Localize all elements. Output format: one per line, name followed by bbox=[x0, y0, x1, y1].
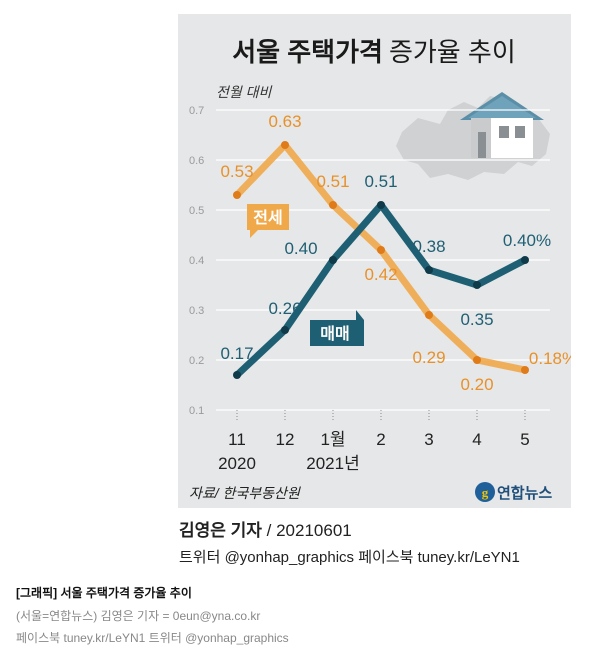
series-point bbox=[425, 311, 433, 319]
y-tick-label: 0.2 bbox=[189, 355, 204, 367]
data-label: 0.63 bbox=[268, 112, 301, 131]
legend-maemae-tag: 매매 bbox=[310, 310, 364, 346]
data-label: 0.26 bbox=[268, 299, 301, 318]
legend-jeonse-tag: 전세 bbox=[247, 204, 289, 238]
data-label: 0.20 bbox=[460, 375, 493, 394]
data-label: 0.35 bbox=[460, 310, 493, 329]
data-label: 0.40% bbox=[503, 231, 551, 250]
credit-author: 김영은 기자 bbox=[179, 521, 262, 540]
data-label: 0.38 bbox=[412, 237, 445, 256]
caption-line1: (서울=연합뉴스) 김영은 기자 = 0eun@yna.co.kr bbox=[16, 609, 261, 623]
svg-text:연합뉴스: 연합뉴스 bbox=[497, 485, 552, 502]
data-label: 0.51 bbox=[316, 172, 349, 191]
series-point bbox=[329, 201, 337, 209]
data-label: 0.51 bbox=[364, 172, 397, 191]
chart-panel: 서울 주택가격 증가율 추이 전월 대비 0.1 0.2 0.3 0.4 0.5 0.6 0.… bbox=[178, 14, 571, 508]
series-line-maemae bbox=[233, 201, 529, 379]
x-tick-label: 3 bbox=[424, 430, 433, 449]
chart-title-bold: 서울 주택가격 bbox=[232, 37, 383, 67]
x-tick-label: 2 bbox=[376, 430, 385, 449]
data-label: 0.18% bbox=[529, 349, 571, 368]
credit-author-line: 김영은 기자 / 20210601 bbox=[179, 516, 352, 541]
house-icon bbox=[460, 92, 544, 158]
y-tick-label: 0.6 bbox=[189, 155, 204, 167]
data-label: 0.29 bbox=[412, 348, 445, 367]
series-point bbox=[233, 191, 241, 199]
series-point bbox=[425, 266, 433, 274]
line-chart: 서울 주택가격 증가율 추이 전월 대비 0.1 0.2 0.3 0.4 0.5 0.6 0.… bbox=[189, 37, 571, 502]
series-point bbox=[521, 366, 529, 374]
series-point bbox=[473, 356, 481, 364]
data-label: 0.17 bbox=[220, 344, 253, 363]
x-tick-label: 5 bbox=[520, 430, 529, 449]
x-year-label: 2020 bbox=[218, 454, 256, 473]
data-label: 0.53 bbox=[220, 162, 253, 181]
y-tick-label: 0.7 bbox=[189, 105, 204, 117]
svg-text:g: g bbox=[482, 485, 489, 500]
x-year-label: 2021년 bbox=[306, 454, 359, 473]
x-tick-label: 4 bbox=[472, 430, 481, 449]
y-tick-label: 0.1 bbox=[189, 405, 204, 417]
data-label: 0.40 bbox=[284, 239, 317, 258]
series-point bbox=[281, 141, 289, 149]
legend-maemae-label: 매매 bbox=[320, 325, 349, 343]
x-tick-label: 11 bbox=[228, 430, 246, 449]
caption-title: [그래픽] 서울 주택가격 증가율 추이 bbox=[16, 586, 192, 600]
data-label: 0.42 bbox=[364, 265, 397, 284]
x-tick-label: 12 bbox=[276, 430, 295, 449]
series-point bbox=[473, 281, 481, 289]
series-point bbox=[521, 256, 529, 264]
yonhap-logo: g 연합뉴스 bbox=[475, 482, 552, 502]
series-point bbox=[233, 371, 241, 379]
x-tick-label: 1월 bbox=[320, 430, 345, 449]
series-point bbox=[329, 256, 337, 264]
series-point bbox=[377, 201, 385, 209]
caption-line2: 페이스북 tuney.kr/LeYN1 트위터 @yonhap_graphics bbox=[16, 631, 289, 645]
credit-sns: 트위터 @yonhap_graphics 페이스북 tuney.kr/LeYN1 bbox=[179, 549, 520, 566]
source-text: 자료/ 한국부동산원 bbox=[189, 485, 301, 501]
y-tick-label: 0.5 bbox=[189, 205, 204, 217]
y-axis-label: 전월 대비 bbox=[216, 84, 273, 100]
chart-title-light: 증가율 추이 bbox=[389, 37, 516, 67]
series-point bbox=[377, 246, 385, 254]
series-point bbox=[281, 326, 289, 334]
legend-jeonse-label: 전세 bbox=[253, 209, 282, 227]
y-tick-label: 0.4 bbox=[189, 255, 204, 267]
chart-title: 서울 주택가격 증가율 추이 bbox=[232, 37, 516, 67]
credit-date: / 20210601 bbox=[261, 521, 352, 540]
y-tick-label: 0.3 bbox=[189, 305, 204, 317]
